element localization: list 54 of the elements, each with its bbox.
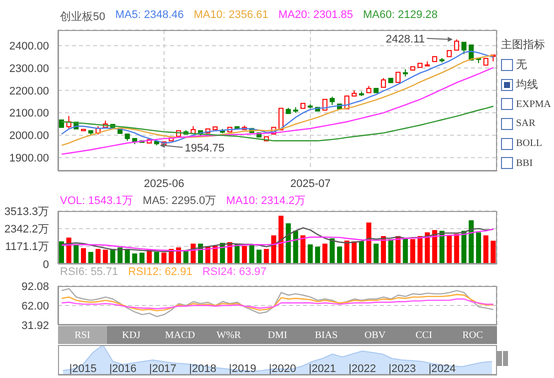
category-label: BOLL <box>516 138 542 150</box>
y-tick-label: 2400.00 <box>9 40 49 53</box>
category-label: DMI <box>266 328 288 342</box>
text: RSI6: 55.71 <box>60 266 118 278</box>
x-tick-label: |2017 <box>149 363 176 375</box>
category-label: ROC <box>461 328 484 342</box>
y-tick-label: 2000.00 <box>9 130 49 142</box>
text: MA20: 2301.85 <box>278 9 353 23</box>
category-label: OBV <box>364 328 387 342</box>
y-tick-label: 2342.2万 <box>4 224 49 236</box>
category-label: EXPMA <box>516 98 552 110</box>
text: MA60: 2129.28 <box>363 9 438 23</box>
x-tick-label: |2019 <box>228 363 256 375</box>
y-tick-label: 2300.00 <box>9 62 49 75</box>
text: RSI12: 62.91 <box>128 266 192 278</box>
y-tick-label: 0 <box>42 258 49 271</box>
y-tick-label: 62.00 <box>21 300 49 312</box>
text: MA10: 2314.2万 <box>226 194 306 208</box>
category-label: MACD <box>164 328 196 342</box>
x-tick-label: |2023 <box>388 363 416 375</box>
text: RSI24: 63.97 <box>202 266 267 278</box>
text: VOL: 1543.1万 <box>60 194 133 208</box>
chart-title: 创业板50 <box>60 10 106 24</box>
text: MA5: 2348.46 <box>115 9 184 23</box>
x-tick-label: 2025-06 <box>144 178 184 190</box>
y-tick-label: 2100.00 <box>9 108 49 120</box>
x-tick-label: |2018 <box>189 363 216 375</box>
text: MA5: 2295.0万 <box>142 194 216 208</box>
text: 主图指标 <box>501 38 546 53</box>
category-label: KDJ <box>121 328 142 342</box>
annotation: 1954.75 <box>184 142 225 154</box>
category-label: W%R <box>216 328 242 342</box>
y-tick-label: 1171.1万 <box>5 241 49 254</box>
x-tick-label: |2024 <box>428 363 456 375</box>
x-tick-label: |2016 <box>109 363 137 375</box>
category-label: BBI <box>516 158 533 169</box>
y-tick-label: 3513.3万 <box>4 206 49 218</box>
y-tick-label: 31.92 <box>21 320 49 332</box>
category-label: 均线 <box>516 78 538 92</box>
y-tick-label: 1900.00 <box>9 152 49 164</box>
category-label: BIAS <box>314 328 339 342</box>
x-tick-label: 2025-07 <box>290 178 331 190</box>
x-tick-label: |2020 <box>268 363 296 375</box>
category-label: RSI <box>58 326 107 344</box>
annotation: 2428.11 <box>386 33 425 46</box>
text: MA10: 2356.61 <box>194 9 268 23</box>
category-label: 无 <box>516 58 527 72</box>
category-label: CCI <box>414 328 434 342</box>
y-tick-label: 92.08 <box>21 280 49 293</box>
x-tick-label: |2015 <box>69 363 97 375</box>
y-tick-label: 2200.00 <box>9 85 49 98</box>
category-label: SAR <box>516 118 536 130</box>
x-tick-label: |2022 <box>348 363 376 375</box>
x-tick-label: |2021 <box>308 363 336 375</box>
